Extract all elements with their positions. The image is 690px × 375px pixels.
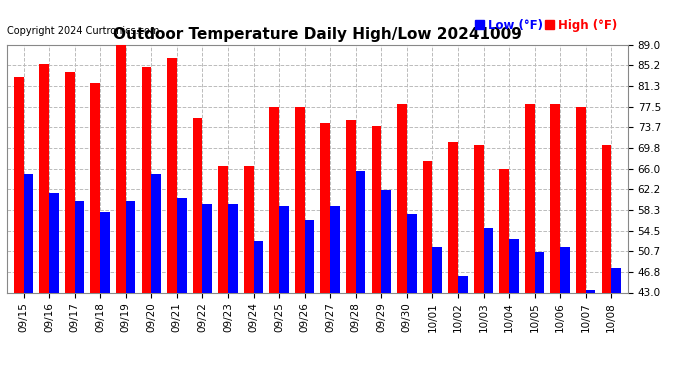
Bar xyxy=(602,144,611,292)
Bar xyxy=(423,160,433,292)
Bar xyxy=(304,220,315,292)
Bar xyxy=(331,206,340,292)
Bar xyxy=(202,204,212,292)
Bar xyxy=(611,268,621,292)
Bar xyxy=(279,206,289,292)
Bar xyxy=(356,171,366,292)
Bar xyxy=(244,166,253,292)
Bar xyxy=(500,169,509,292)
Bar xyxy=(346,120,356,292)
Title: Outdoor Temperature Daily High/Low 20241009: Outdoor Temperature Daily High/Low 20241… xyxy=(113,27,522,42)
Bar xyxy=(269,107,279,292)
Bar xyxy=(576,107,586,292)
Bar xyxy=(560,247,570,292)
Bar xyxy=(535,252,544,292)
Bar xyxy=(23,174,33,292)
Bar xyxy=(228,204,237,292)
Bar xyxy=(14,77,23,292)
Text: Copyright 2024 Curtronics.com: Copyright 2024 Curtronics.com xyxy=(7,26,159,36)
Bar xyxy=(295,107,304,292)
Bar xyxy=(372,126,382,292)
Bar xyxy=(407,214,417,292)
Bar xyxy=(39,64,49,292)
Bar xyxy=(141,66,151,292)
Bar xyxy=(484,228,493,292)
Bar xyxy=(116,45,126,292)
Bar xyxy=(177,198,186,292)
Bar xyxy=(551,104,560,292)
Bar xyxy=(151,174,161,292)
Bar xyxy=(458,276,468,292)
Bar xyxy=(586,290,595,292)
Bar xyxy=(253,242,263,292)
Bar xyxy=(126,201,135,292)
Bar xyxy=(90,82,100,292)
Bar xyxy=(218,166,228,292)
Bar xyxy=(320,123,331,292)
Bar xyxy=(49,193,59,292)
Bar xyxy=(167,58,177,292)
Bar xyxy=(448,142,458,292)
Bar xyxy=(382,190,391,292)
Bar xyxy=(193,118,202,292)
Bar xyxy=(100,212,110,292)
Legend: Low (°F), High (°F): Low (°F), High (°F) xyxy=(470,14,622,36)
Bar xyxy=(525,104,535,292)
Bar xyxy=(433,247,442,292)
Bar xyxy=(65,72,75,292)
Bar xyxy=(474,144,484,292)
Bar xyxy=(75,201,84,292)
Bar xyxy=(509,239,519,292)
Bar xyxy=(397,104,407,292)
